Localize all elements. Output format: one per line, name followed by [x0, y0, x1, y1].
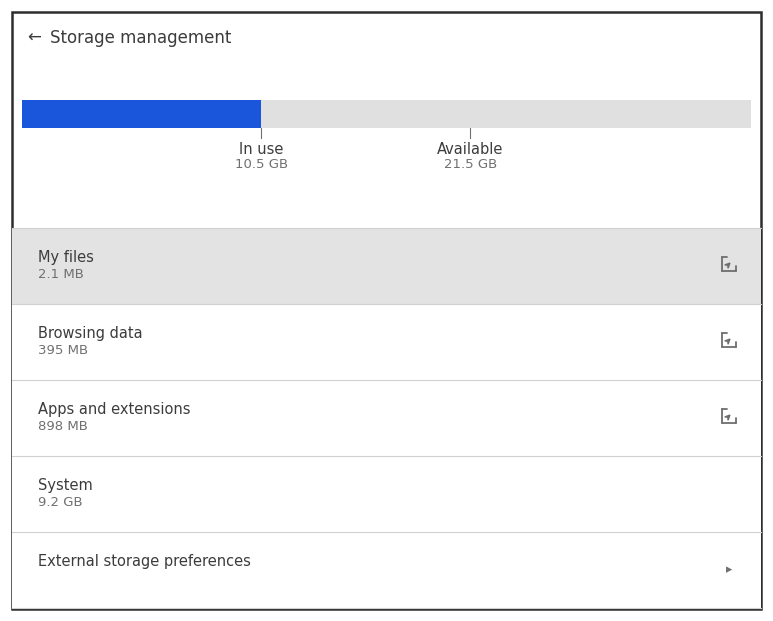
Text: System: System: [38, 478, 93, 493]
Text: External storage preferences: External storage preferences: [38, 554, 251, 569]
Bar: [22, 100, 751, 128]
Text: 9.2 GB: 9.2 GB: [38, 496, 83, 509]
Bar: [12, 380, 761, 456]
Text: 395 MB: 395 MB: [38, 344, 88, 357]
Bar: [12, 304, 761, 380]
Text: My files: My files: [38, 250, 94, 265]
Text: 898 MB: 898 MB: [38, 420, 88, 433]
Text: 10.5 GB: 10.5 GB: [234, 158, 288, 171]
Text: In use: In use: [239, 142, 283, 157]
Bar: [12, 228, 761, 304]
Text: ←: ←: [27, 29, 41, 47]
Bar: [12, 532, 761, 608]
Text: Storage management: Storage management: [50, 29, 231, 47]
Text: 21.5 GB: 21.5 GB: [444, 158, 497, 171]
Text: 2.1 MB: 2.1 MB: [38, 268, 84, 281]
Bar: [12, 456, 761, 532]
Text: Available: Available: [438, 142, 503, 157]
Text: ▸: ▸: [726, 563, 732, 576]
Bar: [22, 100, 261, 128]
Text: Apps and extensions: Apps and extensions: [38, 402, 190, 417]
Text: Browsing data: Browsing data: [38, 326, 143, 341]
